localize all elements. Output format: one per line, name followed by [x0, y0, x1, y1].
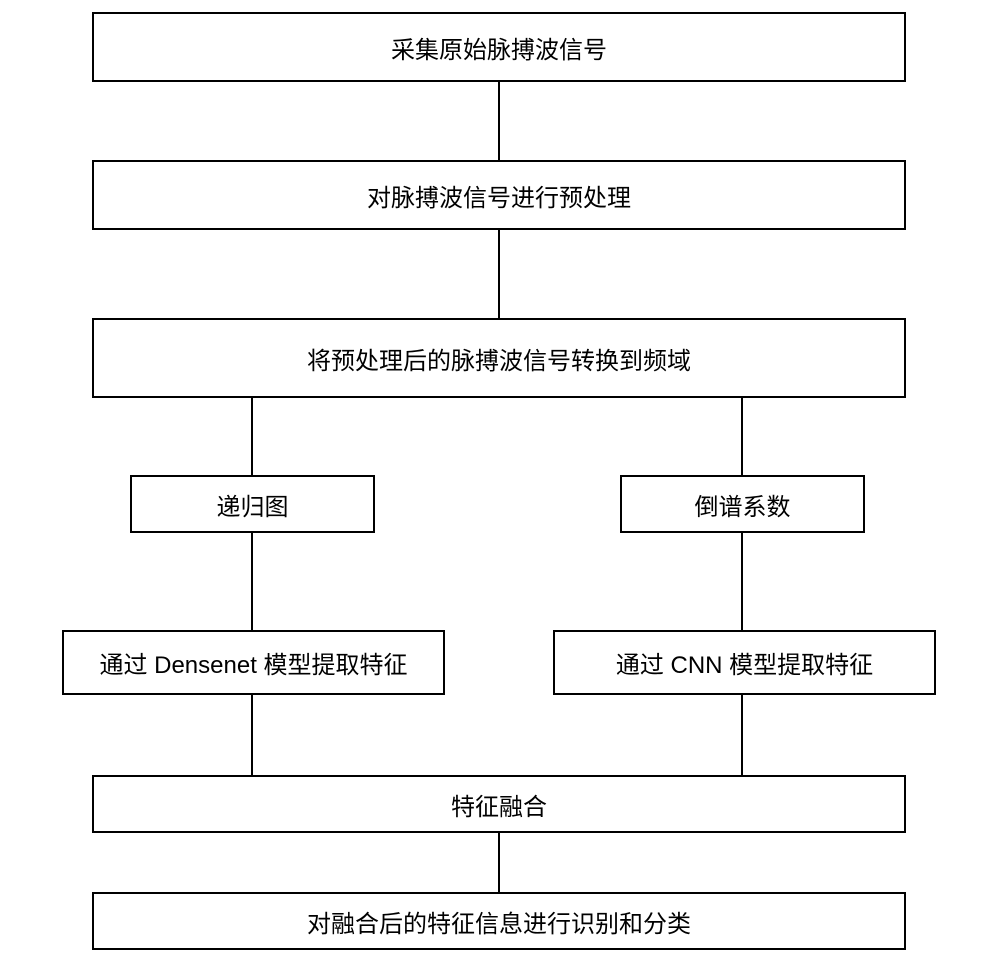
- flowchart-edge: [251, 398, 253, 475]
- flowchart-node-cnn: 通过 CNN 模型提取特征: [553, 630, 936, 695]
- flowchart-edge: [741, 533, 743, 630]
- node-label: 特征融合: [451, 787, 547, 822]
- node-label: 通过 Densenet 模型提取特征: [99, 645, 407, 680]
- flowchart-node-acquire: 采集原始脉搏波信号: [92, 12, 906, 82]
- flowchart-node-preprocess: 对脉搏波信号进行预处理: [92, 160, 906, 230]
- flowchart-node-recurrence: 递归图: [130, 475, 375, 533]
- flowchart-node-densenet: 通过 Densenet 模型提取特征: [62, 630, 445, 695]
- flowchart-node-freqdomain: 将预处理后的脉搏波信号转换到频域: [92, 318, 906, 398]
- node-label: 递归图: [217, 487, 289, 522]
- flowchart-edge: [741, 398, 743, 475]
- flowchart-edge: [498, 833, 500, 892]
- flowchart-node-classify: 对融合后的特征信息进行识别和分类: [92, 892, 906, 950]
- node-label: 将预处理后的脉搏波信号转换到频域: [307, 341, 691, 376]
- flowchart-node-fusion: 特征融合: [92, 775, 906, 833]
- node-label: 通过 CNN 模型提取特征: [616, 645, 873, 680]
- node-label: 对脉搏波信号进行预处理: [367, 178, 631, 213]
- flowchart-node-cepstral: 倒谱系数: [620, 475, 865, 533]
- flowchart-edge: [251, 695, 253, 775]
- flowchart-edge: [498, 230, 500, 318]
- flowchart-edge: [251, 533, 253, 630]
- flowchart-edge: [741, 695, 743, 775]
- node-label: 对融合后的特征信息进行识别和分类: [307, 904, 691, 939]
- node-label: 采集原始脉搏波信号: [391, 30, 607, 65]
- flowchart-edge: [498, 82, 500, 160]
- node-label: 倒谱系数: [695, 487, 791, 522]
